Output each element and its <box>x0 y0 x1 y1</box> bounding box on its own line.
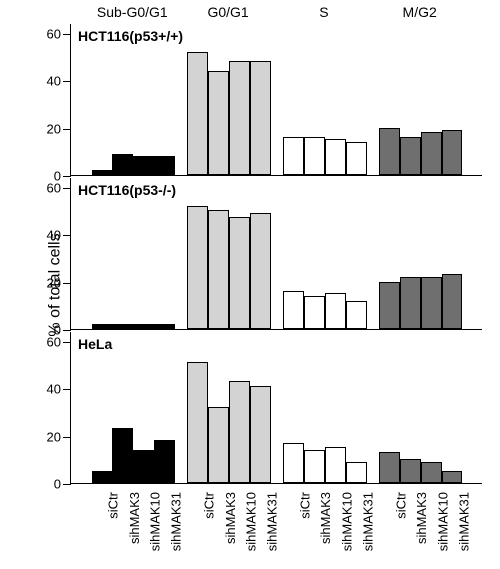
y-tick <box>63 330 71 331</box>
bar <box>304 450 325 483</box>
bar <box>133 324 154 329</box>
y-tick <box>63 81 71 82</box>
bar <box>154 440 175 483</box>
y-tick-label: 20 <box>47 429 61 444</box>
y-tick <box>63 484 71 485</box>
bar <box>187 206 208 330</box>
bar <box>442 130 463 175</box>
bar <box>346 142 367 175</box>
bar <box>304 296 325 329</box>
column-header: M/G2 <box>403 4 437 20</box>
bar <box>283 443 304 483</box>
bar <box>187 52 208 176</box>
bar <box>208 407 229 483</box>
bar <box>112 428 133 483</box>
bar <box>421 277 442 329</box>
y-tick <box>63 129 71 130</box>
y-tick-label: 40 <box>47 228 61 243</box>
y-tick-label: 60 <box>47 180 61 195</box>
bar <box>400 277 421 329</box>
bar <box>400 137 421 175</box>
bar <box>325 293 346 329</box>
bar <box>133 156 154 175</box>
bar <box>379 128 400 176</box>
column-header: G0/G1 <box>207 4 248 20</box>
bar <box>112 154 133 175</box>
bar <box>229 381 250 483</box>
plot-area: 0204060 <box>70 24 482 176</box>
y-tick-label: 0 <box>54 477 61 492</box>
y-tick <box>63 389 71 390</box>
y-tick-label: 20 <box>47 275 61 290</box>
y-tick-label: 40 <box>47 74 61 89</box>
chart-panel: HCT116(p53+/+)0204060 <box>70 24 482 176</box>
y-tick-label: 60 <box>47 26 61 41</box>
bar <box>250 61 271 175</box>
bar <box>92 324 113 329</box>
bar <box>187 362 208 483</box>
bar <box>325 139 346 175</box>
chart-panel: HeLa0204060 <box>70 332 482 484</box>
bar <box>250 213 271 329</box>
bar <box>304 137 325 175</box>
bar <box>400 459 421 483</box>
bar <box>229 217 250 329</box>
y-tick-label: 60 <box>47 334 61 349</box>
y-tick-label: 20 <box>47 121 61 136</box>
y-tick <box>63 34 71 35</box>
bar <box>92 170 113 175</box>
bar <box>154 156 175 175</box>
bar <box>92 471 113 483</box>
column-header: Sub-G0/G1 <box>97 4 168 20</box>
bar <box>379 282 400 330</box>
bar <box>283 137 304 175</box>
bar <box>208 210 229 329</box>
bar <box>421 132 442 175</box>
chart-panel: HCT116(p53-/-)0204060 <box>70 178 482 330</box>
y-tick <box>63 342 71 343</box>
column-headers: Sub-G0/G1 G0/G1 S M/G2 <box>70 4 482 22</box>
bar <box>283 291 304 329</box>
bar <box>208 71 229 176</box>
y-tick <box>63 235 71 236</box>
bar <box>154 324 175 329</box>
plot-area: 0204060 <box>70 178 482 330</box>
bar <box>442 471 463 483</box>
bar <box>421 462 442 483</box>
y-tick <box>63 176 71 177</box>
bar <box>346 462 367 483</box>
bar <box>112 324 133 329</box>
bar <box>325 447 346 483</box>
bar <box>250 386 271 483</box>
bar <box>379 452 400 483</box>
bar <box>346 301 367 330</box>
y-tick <box>63 188 71 189</box>
y-tick <box>63 283 71 284</box>
plot-area: 0204060 <box>70 332 482 484</box>
bar <box>442 274 463 329</box>
y-tick-label: 40 <box>47 382 61 397</box>
y-tick <box>63 437 71 438</box>
x-axis-labels: siCtrsihMAK3sihMAK10sihMAK31siCtrsihMAK3… <box>70 486 482 561</box>
bar <box>133 450 154 483</box>
column-header: S <box>319 4 328 20</box>
bar <box>229 61 250 175</box>
